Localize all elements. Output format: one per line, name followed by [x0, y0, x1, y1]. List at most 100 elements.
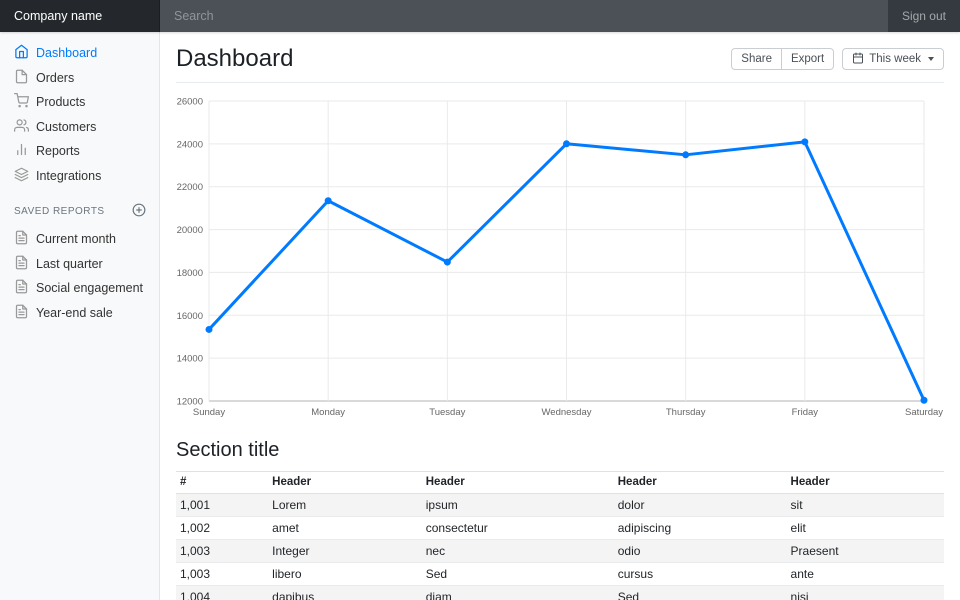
share-button[interactable]: Share	[731, 48, 782, 70]
home-icon	[14, 44, 29, 62]
sidebar-item-orders[interactable]: Orders	[0, 66, 160, 91]
table-cell: 1,003	[176, 562, 269, 586]
table-cell: diam	[421, 585, 614, 600]
page-header: Dashboard Share Export This week	[176, 32, 944, 83]
svg-text:Friday: Friday	[792, 407, 819, 418]
data-table: # Header Header Header Header 1,001 Lore…	[176, 471, 944, 600]
sidebar-item-label: Year-end sale	[36, 305, 113, 320]
table-header-cell: Header	[786, 471, 944, 494]
svg-text:20000: 20000	[177, 225, 203, 236]
table-row: 1,003 libero Sed cursus ante	[176, 562, 944, 586]
table-cell: libero	[268, 562, 422, 586]
saved-reports-label: Saved reports	[14, 206, 105, 217]
file-text-icon	[14, 230, 29, 248]
sidebar-item-label: Customers	[36, 119, 97, 134]
table-cell: dapibus	[268, 585, 422, 600]
sidebar-item-products[interactable]: Products	[0, 90, 160, 115]
svg-text:Saturday: Saturday	[905, 407, 943, 418]
table-cell: amet	[268, 516, 422, 540]
table-cell: sit	[786, 493, 944, 517]
svg-text:14000: 14000	[177, 354, 203, 365]
brand[interactable]: Company name	[0, 0, 160, 32]
week-dropdown-button[interactable]: This week	[842, 48, 944, 70]
table-header-cell: #	[176, 471, 269, 494]
svg-text:18000: 18000	[177, 268, 203, 279]
svg-text:24000: 24000	[177, 139, 203, 150]
table-row: 1,001 Lorem ipsum dolor sit	[176, 493, 944, 517]
share-export-group: Share Export	[731, 48, 835, 70]
sidebar-item-label: Orders	[36, 70, 75, 85]
table-cell: ante	[786, 562, 944, 586]
sidebar-item-label: Reports	[36, 144, 80, 159]
sidebar-item-last-quarter[interactable]: Last quarter	[0, 252, 160, 277]
table-header-row: # Header Header Header Header	[176, 471, 944, 494]
sidebar-item-customers[interactable]: Customers	[0, 115, 160, 140]
table-header-cell: Header	[613, 471, 787, 494]
table-row: 1,003 Integer nec odio Praesent	[176, 539, 944, 563]
file-text-icon	[14, 304, 29, 322]
sidebar-item-reports[interactable]: Reports	[0, 139, 160, 164]
table-cell: Praesent	[786, 539, 944, 563]
svg-text:26000: 26000	[177, 97, 203, 108]
sidebar-item-label: Social engagement	[36, 281, 144, 296]
sidebar-item-current-month[interactable]: Current month	[0, 227, 160, 252]
table-cell: nisi	[786, 585, 944, 600]
sidebar: Dashboard Orders Products Customers Repo…	[0, 32, 160, 600]
sign-out-link[interactable]: Sign out	[901, 9, 946, 23]
table-cell: Sed	[421, 562, 614, 586]
section-title: Section title	[176, 439, 280, 461]
file-icon	[14, 69, 29, 87]
table-cell: nec	[421, 539, 614, 563]
saved-reports-heading: Saved reports	[0, 188, 160, 227]
search-container	[160, 0, 888, 32]
bar-chart-icon	[14, 142, 29, 160]
top-navbar: Company name Sign out	[0, 0, 960, 32]
layers-icon	[14, 167, 29, 185]
sidebar-item-social-engagement[interactable]: Social engagement	[0, 276, 160, 301]
file-text-icon	[14, 255, 29, 273]
table-cell: Sed	[613, 585, 787, 600]
sidebar-item-label: Dashboard	[36, 46, 98, 61]
sidebar-item-dashboard[interactable]: Dashboard	[0, 41, 160, 66]
plus-circle-icon[interactable]	[132, 203, 146, 220]
svg-text:12000: 12000	[177, 397, 203, 408]
table-cell: 1,001	[176, 493, 269, 517]
svg-text:16000: 16000	[177, 311, 203, 322]
table-cell: 1,003	[176, 539, 269, 563]
sidebar-item-year-end-sale[interactable]: Year-end sale	[0, 301, 160, 326]
table-cell: odio	[613, 539, 787, 563]
table-cell: adipiscing	[613, 516, 787, 540]
table-cell: 1,004	[176, 585, 269, 600]
table-header-cell: Header	[268, 471, 422, 494]
export-button[interactable]: Export	[780, 48, 835, 70]
svg-text:Thursday: Thursday	[666, 407, 706, 418]
svg-text:Tuesday: Tuesday	[429, 407, 465, 418]
file-text-icon	[14, 279, 29, 297]
users-icon	[14, 118, 29, 136]
sidebar-item-label: Current month	[36, 232, 116, 247]
search-input[interactable]	[160, 0, 888, 32]
sidebar-item-label: Last quarter	[36, 256, 103, 271]
svg-text:Monday: Monday	[311, 407, 345, 418]
svg-text:22000: 22000	[177, 182, 203, 193]
main-content: Dashboard Share Export This week 12000 14…	[160, 0, 960, 600]
toolbar: Share Export This week	[731, 48, 944, 70]
week-dropdown-label: This week	[869, 53, 921, 65]
calendar-icon	[852, 52, 864, 67]
table-cell: Integer	[268, 539, 422, 563]
table-cell: dolor	[613, 493, 787, 517]
sidebar-item-integrations[interactable]: Integrations	[0, 164, 160, 189]
table-cell: cursus	[613, 562, 787, 586]
line-chart: 12000 14000 16000 18000 20000 22000 24000 26000…	[177, 97, 944, 419]
table-cell: consectetur	[421, 516, 614, 540]
table-cell: elit	[786, 516, 944, 540]
table-cell: Lorem	[268, 493, 422, 517]
sidebar-item-label: Integrations	[36, 168, 102, 183]
chart-container: 12000 14000 16000 18000 20000 22000 24000 26000…	[176, 83, 944, 422]
shopping-cart-icon	[14, 93, 29, 111]
table-cell: ipsum	[421, 493, 614, 517]
sidebar-item-label: Products	[36, 95, 86, 110]
svg-text:Wednesday: Wednesday	[542, 407, 592, 418]
page-title: Dashboard	[176, 45, 294, 72]
table-cell: 1,002	[176, 516, 269, 540]
